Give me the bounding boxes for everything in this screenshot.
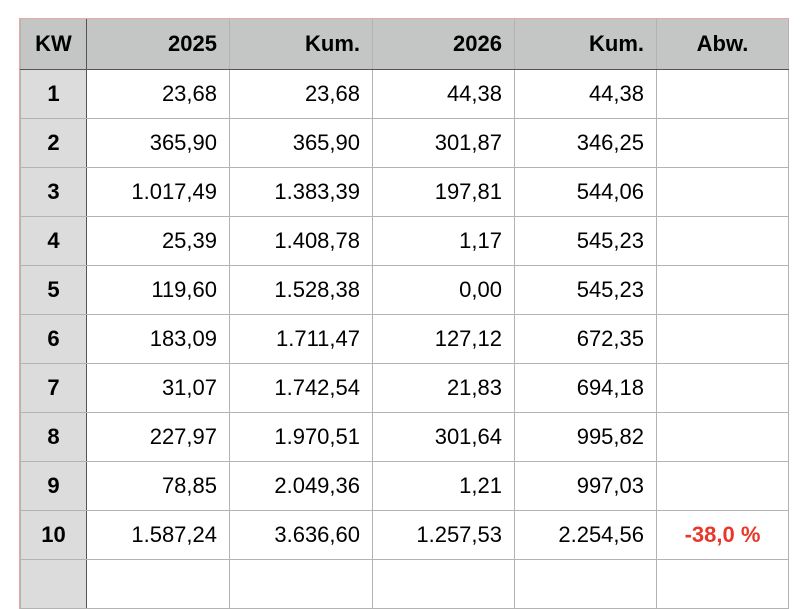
- table-row: 1 23,68 23,68 44,38 44,38: [20, 68, 789, 119]
- cell-2025[interactable]: 227,97: [86, 411, 230, 462]
- cell-kw[interactable]: 5: [20, 264, 87, 315]
- table-row: 9 78,85 2.049,36 1,21 997,03: [20, 460, 789, 511]
- cell-abw[interactable]: [656, 558, 789, 609]
- cell-abw[interactable]: [656, 166, 789, 217]
- cell-2025[interactable]: 365,90: [86, 117, 230, 168]
- cell-abw[interactable]: [656, 362, 789, 413]
- cell-kum-2026[interactable]: 995,82: [514, 411, 657, 462]
- cell-2026[interactable]: [372, 558, 515, 609]
- cell-kum-2026[interactable]: 545,23: [514, 215, 657, 266]
- cell-abw[interactable]: [656, 313, 789, 364]
- table-row: 5 119,60 1.528,38 0,00 545,23: [20, 264, 789, 315]
- cell-abw[interactable]: [656, 117, 789, 168]
- cell-kw[interactable]: [20, 558, 87, 609]
- cell-abw[interactable]: [656, 215, 789, 266]
- cell-2025[interactable]: [86, 558, 230, 609]
- cell-abw[interactable]: [656, 460, 789, 511]
- table-row: 6 183,09 1.711,47 127,12 672,35: [20, 313, 789, 364]
- cell-2026[interactable]: 197,81: [372, 166, 515, 217]
- cell-abw[interactable]: [656, 411, 789, 462]
- cell-2026[interactable]: 1,17: [372, 215, 515, 266]
- cell-2025[interactable]: 119,60: [86, 264, 230, 315]
- cell-kw[interactable]: 3: [20, 166, 87, 217]
- cell-kum-2026[interactable]: 2.254,56: [514, 509, 657, 560]
- cell-2025[interactable]: 1.017,49: [86, 166, 230, 217]
- table-row: 4 25,39 1.408,78 1,17 545,23: [20, 215, 789, 266]
- cell-kum-2025[interactable]: 1.742,54: [229, 362, 373, 413]
- cell-abw[interactable]: [656, 68, 789, 119]
- cell-kw[interactable]: 8: [20, 411, 87, 462]
- cell-kum-2025[interactable]: 1.711,47: [229, 313, 373, 364]
- cell-2026[interactable]: 301,87: [372, 117, 515, 168]
- cell-kum-2026[interactable]: [514, 558, 657, 609]
- cell-2026[interactable]: 21,83: [372, 362, 515, 413]
- cell-kum-2026[interactable]: 997,03: [514, 460, 657, 511]
- cell-kum-2025[interactable]: 1.383,39: [229, 166, 373, 217]
- header-2025[interactable]: 2025: [86, 19, 230, 70]
- header-kum-2025[interactable]: Kum.: [229, 19, 373, 70]
- cell-kw[interactable]: 9: [20, 460, 87, 511]
- table-row: 10 1.587,24 3.636,60 1.257,53 2.254,56 -38,0 …: [20, 509, 789, 560]
- cell-kw[interactable]: 10: [20, 509, 87, 560]
- cell-2025[interactable]: 1.587,24: [86, 509, 230, 560]
- cell-kum-2025[interactable]: 1.970,51: [229, 411, 373, 462]
- table-row: 2 365,90 365,90 301,87 346,25: [20, 117, 789, 168]
- cell-kum-2026[interactable]: 545,23: [514, 264, 657, 315]
- cell-kum-2025[interactable]: 365,90: [229, 117, 373, 168]
- cell-2025[interactable]: 183,09: [86, 313, 230, 364]
- cell-kum-2026[interactable]: 672,35: [514, 313, 657, 364]
- cell-2026[interactable]: 0,00: [372, 264, 515, 315]
- cell-2026[interactable]: 127,12: [372, 313, 515, 364]
- table-row: 3 1.017,49 1.383,39 197,81 544,06: [20, 166, 789, 217]
- cell-2026[interactable]: 1,21: [372, 460, 515, 511]
- cell-2025[interactable]: 78,85: [86, 460, 230, 511]
- header-2026[interactable]: 2026: [372, 19, 515, 70]
- cell-kw[interactable]: 7: [20, 362, 87, 413]
- cell-kw[interactable]: 2: [20, 117, 87, 168]
- cell-2025[interactable]: 23,68: [86, 68, 230, 119]
- cell-2025[interactable]: 31,07: [86, 362, 230, 413]
- cell-abw[interactable]: -38,0 %: [656, 509, 789, 560]
- cell-kum-2025[interactable]: 23,68: [229, 68, 373, 119]
- cell-2026[interactable]: 301,64: [372, 411, 515, 462]
- cell-kw[interactable]: 4: [20, 215, 87, 266]
- cell-kum-2025[interactable]: 2.049,36: [229, 460, 373, 511]
- cell-kum-2026[interactable]: 44,38: [514, 68, 657, 119]
- table-row: 8 227,97 1.970,51 301,64 995,82: [20, 411, 789, 462]
- cell-kum-2025[interactable]: 1.408,78: [229, 215, 373, 266]
- cell-kum-2025[interactable]: [229, 558, 373, 609]
- cell-kw[interactable]: 6: [20, 313, 87, 364]
- cell-kum-2026[interactable]: 694,18: [514, 362, 657, 413]
- cell-kum-2026[interactable]: 346,25: [514, 117, 657, 168]
- header-row: KW 2025 Kum. 2026 Kum. Abw.: [20, 19, 789, 70]
- cell-2026[interactable]: 44,38: [372, 68, 515, 119]
- cell-2026[interactable]: 1.257,53: [372, 509, 515, 560]
- header-kum-2026[interactable]: Kum.: [514, 19, 657, 70]
- cell-kum-2026[interactable]: 544,06: [514, 166, 657, 217]
- header-abw[interactable]: Abw.: [656, 19, 789, 70]
- table-row: [20, 558, 789, 609]
- spreadsheet-table: KW 2025 Kum. 2026 Kum. Abw. 1 23,68 23,68 44,38 4…: [19, 18, 789, 609]
- cell-kum-2025[interactable]: 1.528,38: [229, 264, 373, 315]
- cell-kw[interactable]: 1: [20, 68, 87, 119]
- cell-2025[interactable]: 25,39: [86, 215, 230, 266]
- table-row: 7 31,07 1.742,54 21,83 694,18: [20, 362, 789, 413]
- cell-abw[interactable]: [656, 264, 789, 315]
- header-kw[interactable]: KW: [20, 19, 87, 70]
- cell-kum-2025[interactable]: 3.636,60: [229, 509, 373, 560]
